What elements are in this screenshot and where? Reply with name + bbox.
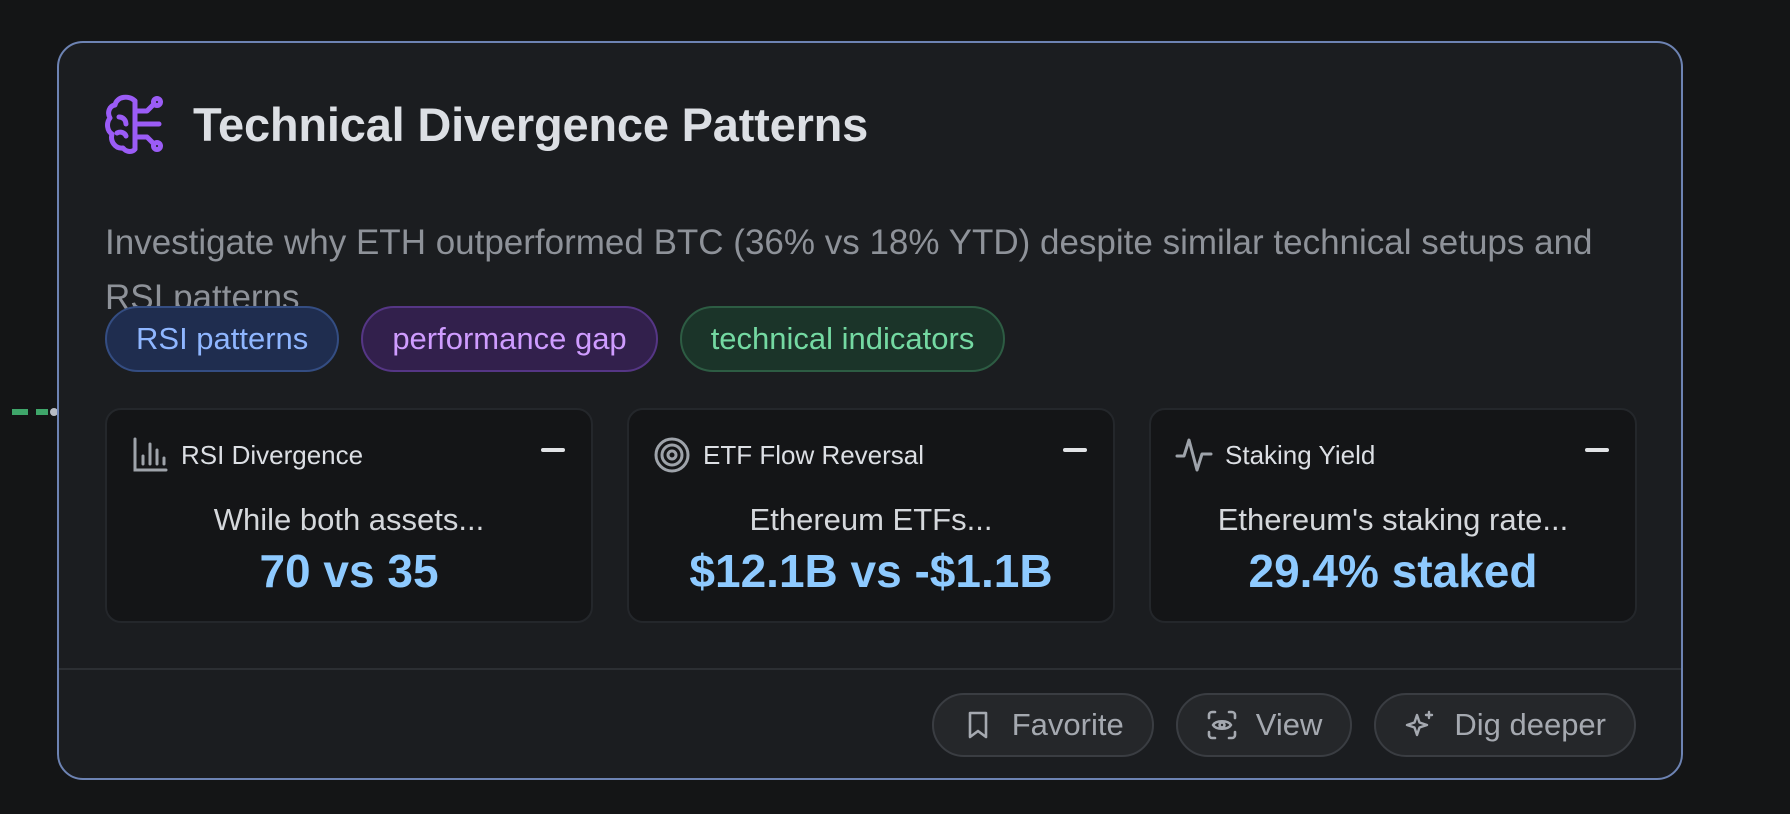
tag-rsi-patterns[interactable]: RSI patterns xyxy=(105,306,340,372)
collapse-button[interactable] xyxy=(1585,448,1609,452)
bookmark-icon xyxy=(968,711,988,739)
card-divider xyxy=(59,668,1681,670)
metric-header: ETF Flow Reversal xyxy=(653,436,924,474)
collapse-button[interactable] xyxy=(1063,448,1087,452)
metric-card-staking-yield[interactable]: Staking Yield Ethereum's staking rate...… xyxy=(1149,408,1637,623)
dig-deeper-label: Dig deeper xyxy=(1454,707,1606,742)
view-button[interactable]: View xyxy=(1175,693,1353,757)
view-label: View xyxy=(1255,707,1323,742)
tag-technical-indicators[interactable]: technical indicators xyxy=(679,306,1006,372)
brain-circuit-icon xyxy=(105,94,163,154)
metric-text: Ethereum ETFs... xyxy=(749,502,993,537)
metric-value: 70 vs 35 xyxy=(259,545,439,597)
metric-text: While both assets... xyxy=(213,502,485,537)
sparkles-icon xyxy=(1406,710,1434,737)
tag-performance-gap[interactable]: performance gap xyxy=(361,306,658,372)
eye-scan-icon xyxy=(1207,710,1237,740)
favorite-label: Favorite xyxy=(1011,707,1124,742)
target-icon xyxy=(654,437,690,473)
card-title: Technical Divergence Patterns xyxy=(193,97,869,151)
insight-card: Technical Divergence Patterns Investigat… xyxy=(57,41,1683,780)
metric-value: $12.1B vs -$1.1B xyxy=(689,545,1053,597)
metric-header: RSI Divergence xyxy=(131,436,363,474)
activity-icon xyxy=(1175,438,1213,472)
metric-value: 29.4% staked xyxy=(1248,545,1538,597)
card-actions: Favorite View Dig dee xyxy=(931,693,1636,757)
metric-header: Staking Yield xyxy=(1175,436,1375,474)
metric-label: ETF Flow Reversal xyxy=(703,439,925,470)
tag-list: RSI patterns performance gap technical i… xyxy=(105,306,1006,372)
collapse-button[interactable] xyxy=(541,448,565,452)
favorite-button[interactable]: Favorite xyxy=(931,693,1154,757)
metric-label: RSI Divergence xyxy=(181,439,364,470)
metric-card-rsi-divergence[interactable]: RSI Divergence While both assets... 70 v… xyxy=(105,408,593,623)
connector-dash xyxy=(12,409,28,415)
dig-deeper-button[interactable]: Dig deeper xyxy=(1374,693,1636,757)
metric-card-etf-flow-reversal[interactable]: ETF Flow Reversal Ethereum ETFs... $12.1… xyxy=(627,408,1115,623)
connector-dash xyxy=(36,409,48,415)
connector-line xyxy=(0,408,58,416)
metric-text: Ethereum's staking rate... xyxy=(1217,502,1569,537)
connector-handle[interactable] xyxy=(50,408,58,416)
bar-chart-icon xyxy=(133,437,168,472)
metric-cards: RSI Divergence While both assets... 70 v… xyxy=(105,408,1637,623)
metric-label: Staking Yield xyxy=(1225,439,1376,470)
card-header: Technical Divergence Patterns xyxy=(105,93,868,155)
